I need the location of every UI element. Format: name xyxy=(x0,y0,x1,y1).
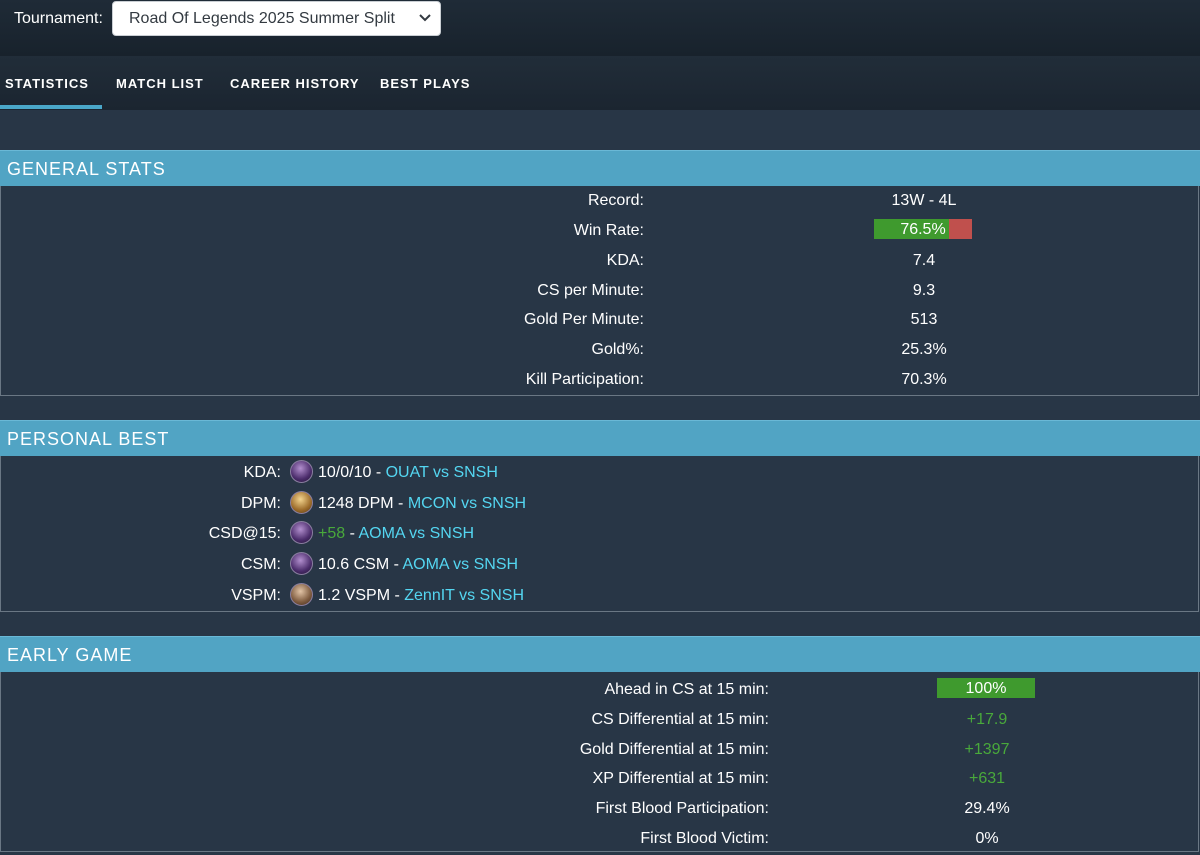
personal-best-value: 10/0/10 xyxy=(318,464,372,481)
stat-value: 513 xyxy=(910,311,938,328)
stat-label: CS Differential at 15 min: xyxy=(591,711,769,728)
personal-best-row: DPM: 1248 DPM - MCON vs SNSH xyxy=(1,490,1198,521)
personal-best-value-line: 1.2 VSPM - ZennIT vs SNSH xyxy=(318,587,524,605)
stat-label: KDA: xyxy=(606,252,644,269)
stat-label: Gold%: xyxy=(591,341,644,358)
personal-best-row: CSD@15: +58 - AOMA vs SNSH xyxy=(1,520,1198,551)
champion-portrait-icon xyxy=(290,552,313,575)
stat-row-gold-pct: Gold%: 25.3% xyxy=(1,336,1198,365)
personal-best-value-line: 10/0/10 - OUAT vs SNSH xyxy=(318,464,498,482)
chevron-down-icon xyxy=(419,14,431,22)
personal-best-row: VSPM: 1.2 VSPM - ZennIT vs SNSH xyxy=(1,582,1198,613)
stat-value: 0% xyxy=(975,830,999,847)
ahead-cs-bar-fill xyxy=(937,678,1035,698)
early-game-header: EARLY GAME xyxy=(0,636,1200,672)
stat-value: +1397 xyxy=(964,741,1010,758)
stat-label: Win Rate: xyxy=(573,222,644,239)
personal-best-value-line: 10.6 CSM - AOMA vs SNSH xyxy=(318,556,518,574)
separator: - xyxy=(393,495,408,512)
stat-row-win-rate: Win Rate: 76.5% xyxy=(1,217,1198,246)
personal-best-row: KDA: 10/0/10 - OUAT vs SNSH xyxy=(1,459,1198,490)
separator: - xyxy=(390,587,405,604)
early-row-gd: Gold Differential at 15 min: +1397 xyxy=(1,736,1198,766)
tab-match-list[interactable]: MATCH LIST xyxy=(116,76,204,91)
separator: - xyxy=(345,525,359,542)
personal-best-value-line: +58 - AOMA vs SNSH xyxy=(318,525,474,543)
stat-value: 70.3% xyxy=(901,371,947,388)
tab-career-history[interactable]: CAREER HISTORY xyxy=(230,76,360,91)
separator: - xyxy=(389,556,403,573)
active-tab-indicator xyxy=(0,105,102,109)
stat-row-record: Record: 13W - 4L xyxy=(1,187,1198,216)
personal-best-value: 1248 DPM xyxy=(318,495,394,512)
personal-best-header: PERSONAL BEST xyxy=(0,420,1200,456)
personal-best-value: 10.6 CSM xyxy=(318,556,390,573)
tournament-select[interactable]: Road Of Legends 2025 Summer Split xyxy=(112,1,441,36)
early-game-title: EARLY GAME xyxy=(7,645,133,665)
stat-label: Gold Per Minute: xyxy=(523,311,644,328)
stat-label: Kill Participation: xyxy=(525,371,644,388)
tournament-select-value: Road Of Legends 2025 Summer Split xyxy=(129,10,395,27)
personal-best-label: CSM: xyxy=(241,556,281,573)
stat-value: 13W - 4L xyxy=(891,192,957,209)
match-link[interactable]: ZennIT vs SNSH xyxy=(404,587,524,604)
stat-label: First Blood Participation: xyxy=(595,800,769,817)
stat-value: 7.4 xyxy=(912,252,936,269)
early-row-xpd: XP Differential at 15 min: +631 xyxy=(1,765,1198,795)
stat-value: 100% xyxy=(965,680,1007,697)
tournament-bar: Tournament: Road Of Legends 2025 Summer … xyxy=(0,0,1200,56)
stat-value: 29.4% xyxy=(964,800,1010,817)
win-rate-bar: 76.5% xyxy=(874,219,972,239)
personal-best-value: +58 xyxy=(318,525,346,542)
stat-row-kill-participation: Kill Participation: 70.3% xyxy=(1,366,1198,395)
champion-portrait-icon xyxy=(290,583,313,606)
champion-portrait-icon xyxy=(290,460,313,483)
stat-value: 9.3 xyxy=(912,282,936,299)
stat-row-cspm: CS per Minute: 9.3 xyxy=(1,277,1198,306)
win-rate-bar-fill xyxy=(874,219,949,239)
champion-portrait-icon xyxy=(290,521,313,544)
personal-best-value-line: 1248 DPM - MCON vs SNSH xyxy=(318,495,526,513)
stat-label: First Blood Victim: xyxy=(640,830,769,847)
personal-best-panel: KDA: 10/0/10 - OUAT vs SNSH DPM: 1248 DP… xyxy=(0,456,1199,612)
champion-portrait-icon xyxy=(290,491,313,514)
personal-best-row: CSM: 10.6 CSM - AOMA vs SNSH xyxy=(1,551,1198,582)
stat-label: CS per Minute: xyxy=(537,282,644,299)
early-row-first-blood-victim: First Blood Victim: 0% xyxy=(1,825,1198,855)
stat-label: Gold Differential at 15 min: xyxy=(579,741,769,758)
early-row-csd: CS Differential at 15 min: +17.9 xyxy=(1,706,1198,736)
general-stats-title: GENERAL STATS xyxy=(7,159,166,179)
stat-row-kda: KDA: 7.4 xyxy=(1,247,1198,276)
personal-best-value: 1.2 VSPM xyxy=(318,587,391,604)
general-stats-header: GENERAL STATS xyxy=(0,150,1200,186)
tournament-label: Tournament: xyxy=(14,10,103,27)
early-game-panel: Ahead in CS at 15 min: 100% CS Different… xyxy=(0,672,1199,852)
stat-label: Record: xyxy=(587,192,644,209)
stat-value: 25.3% xyxy=(901,341,947,358)
stat-value: 76.5% xyxy=(900,221,946,238)
personal-best-label: VSPM: xyxy=(231,587,281,604)
match-link[interactable]: OUAT vs SNSH xyxy=(385,464,498,481)
personal-best-label: KDA: xyxy=(243,464,281,481)
match-link[interactable]: AOMA vs SNSH xyxy=(402,556,519,573)
stat-value: +631 xyxy=(968,770,1006,787)
tab-bar: STATISTICS MATCH LIST CAREER HISTORY BES… xyxy=(0,56,1200,110)
ahead-cs-bar: 100% xyxy=(937,678,1035,698)
early-row-first-blood-participation: First Blood Participation: 29.4% xyxy=(1,795,1198,825)
match-link[interactable]: AOMA vs SNSH xyxy=(358,525,475,542)
personal-best-label: CSD@15: xyxy=(208,525,281,542)
personal-best-label: DPM: xyxy=(241,495,281,512)
stat-label: XP Differential at 15 min: xyxy=(592,770,769,787)
early-row-ahead-cs: Ahead in CS at 15 min: 100% xyxy=(1,676,1198,706)
tab-best-plays[interactable]: BEST PLAYS xyxy=(380,76,471,91)
match-link[interactable]: MCON vs SNSH xyxy=(407,495,527,512)
personal-best-title: PERSONAL BEST xyxy=(7,429,170,449)
separator: - xyxy=(371,464,386,481)
stat-value: +17.9 xyxy=(966,711,1008,728)
stat-label: Ahead in CS at 15 min: xyxy=(604,681,769,698)
tab-statistics[interactable]: STATISTICS xyxy=(5,76,89,91)
general-stats-panel: Record: 13W - 4L Win Rate: 76.5% KDA: 7.… xyxy=(0,186,1199,396)
stat-row-gpm: Gold Per Minute: 513 xyxy=(1,306,1198,335)
